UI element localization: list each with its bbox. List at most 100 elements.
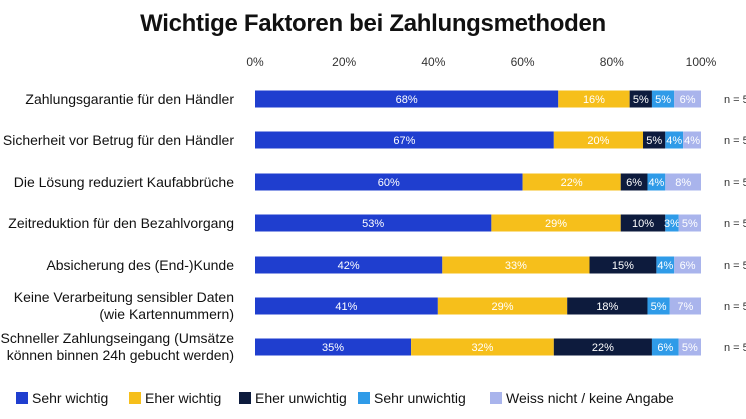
bar-segment (651, 90, 675, 108)
bar-data-label: 4% (666, 135, 682, 147)
bar-data-label: 5% (655, 94, 671, 106)
x-tick-label: 0% (246, 55, 264, 69)
bar-data-label: 60% (378, 177, 400, 189)
bar-segment (589, 256, 657, 274)
chart-title: Wichtige Faktoren bei Zahlungsmethoden (140, 10, 606, 37)
category-label: Schneller Zahlungseingang (Umsätze (1, 330, 235, 346)
bar-segment (665, 131, 684, 149)
bar-segment (437, 297, 568, 315)
bar-data-label: 5% (633, 94, 649, 106)
bar-segment (651, 338, 679, 356)
category-label: Die Lösung reduziert Kaufabbrüche (14, 174, 234, 190)
bar-segment (674, 256, 701, 274)
bar-segment (255, 214, 492, 232)
bar-data-label: 6% (680, 260, 696, 272)
bar-data-label: 16% (583, 94, 605, 106)
bar-segment (255, 338, 412, 356)
bar-data-label: 32% (471, 342, 493, 354)
bar-segment (647, 297, 670, 315)
bar-segment (255, 256, 443, 274)
x-tick-label: 100% (686, 55, 717, 69)
sample-size-label: n = 5 (724, 260, 746, 272)
bar-data-label: 10% (632, 218, 654, 230)
bar-data-label: 35% (322, 342, 344, 354)
bar-data-label: 20% (587, 135, 609, 147)
bar-data-label: 42% (338, 260, 360, 272)
bar-segment (553, 131, 644, 149)
legend-swatch (129, 392, 141, 404)
bar-data-label: 7% (677, 301, 693, 313)
bar-segment (620, 214, 666, 232)
bar-data-label: 4% (657, 260, 673, 272)
legend-label: Sehr unwichtig (374, 390, 466, 406)
bar-data-label: 4% (648, 177, 664, 189)
bar-segment (411, 338, 554, 356)
bar-segment (678, 338, 701, 356)
bar-data-label: 68% (396, 94, 418, 106)
sample-size-label: n = 5 (724, 94, 746, 106)
legend-label: Sehr wichtig (32, 390, 108, 406)
bar-segment (255, 297, 438, 315)
category-label: können binnen 24h gebucht werden) (7, 347, 234, 363)
bar-segment (629, 90, 652, 108)
legend-label: Eher wichtig (145, 390, 221, 406)
legend-label: Eher unwichtig (255, 390, 347, 406)
bar-data-label: 18% (596, 301, 618, 313)
bar-data-label: 15% (612, 260, 634, 272)
bar-data-label: 5% (651, 301, 667, 313)
x-tick-label: 20% (332, 55, 356, 69)
bar-data-label: 3% (664, 218, 680, 230)
sample-size-label: n = 5 (724, 135, 746, 147)
x-tick-label: 60% (511, 55, 535, 69)
bar-data-label: 53% (362, 218, 384, 230)
category-label: Sicherheit vor Betrug für den Händler (3, 132, 234, 148)
bar-data-label: 41% (335, 301, 357, 313)
bar-data-label: 4% (684, 135, 700, 147)
category-label: Keine Verarbeitung sensibler Daten (14, 289, 234, 305)
bar-segment (442, 256, 590, 274)
bar-segment (255, 173, 523, 191)
bar-data-label: 67% (393, 135, 415, 147)
legend-swatch (358, 392, 370, 404)
bar-data-label: 5% (646, 135, 662, 147)
legend-label: Weiss nicht / keine Angabe (506, 390, 674, 406)
legend-swatch (490, 392, 502, 404)
bar-data-label: 8% (675, 177, 691, 189)
bar-data-label: 22% (561, 177, 583, 189)
bar-data-label: 5% (682, 218, 698, 230)
bar-segment (656, 256, 675, 274)
bar-data-label: 6% (680, 94, 696, 106)
bar-segment (665, 173, 701, 191)
bar-data-label: 6% (657, 342, 673, 354)
bar-segment (669, 297, 701, 315)
bar-segment (255, 90, 559, 108)
sample-size-label: n = 5 (724, 218, 746, 230)
bar-segment (674, 90, 701, 108)
bar-segment (647, 173, 666, 191)
category-label: Zahlungsgarantie für den Händler (25, 91, 234, 107)
x-tick-label: 40% (421, 55, 445, 69)
legend-swatch (239, 392, 251, 404)
bar-segment (558, 90, 630, 108)
bar-segment (665, 214, 679, 232)
x-tick-label: 80% (600, 55, 624, 69)
bar-segment (678, 214, 701, 232)
sample-size-label: n = 5 (724, 177, 746, 189)
category-label: (wie Kartennummern) (99, 306, 234, 322)
bar-data-label: 5% (682, 342, 698, 354)
bar-segment (553, 338, 652, 356)
bar-segment (643, 131, 666, 149)
sample-size-label: n = 5 (724, 342, 746, 354)
bar-segment (683, 131, 701, 149)
bar-segment (567, 297, 648, 315)
bar-data-label: 22% (592, 342, 614, 354)
legend-swatch (16, 392, 28, 404)
bar-segment (255, 131, 554, 149)
sample-size-label: n = 5 (724, 301, 746, 313)
bar-data-label: 6% (626, 177, 642, 189)
category-label: Absicherung des (End-)Kunde (46, 257, 234, 273)
bar-segment (620, 173, 648, 191)
bar-segment (522, 173, 621, 191)
bar-segment (491, 214, 621, 232)
